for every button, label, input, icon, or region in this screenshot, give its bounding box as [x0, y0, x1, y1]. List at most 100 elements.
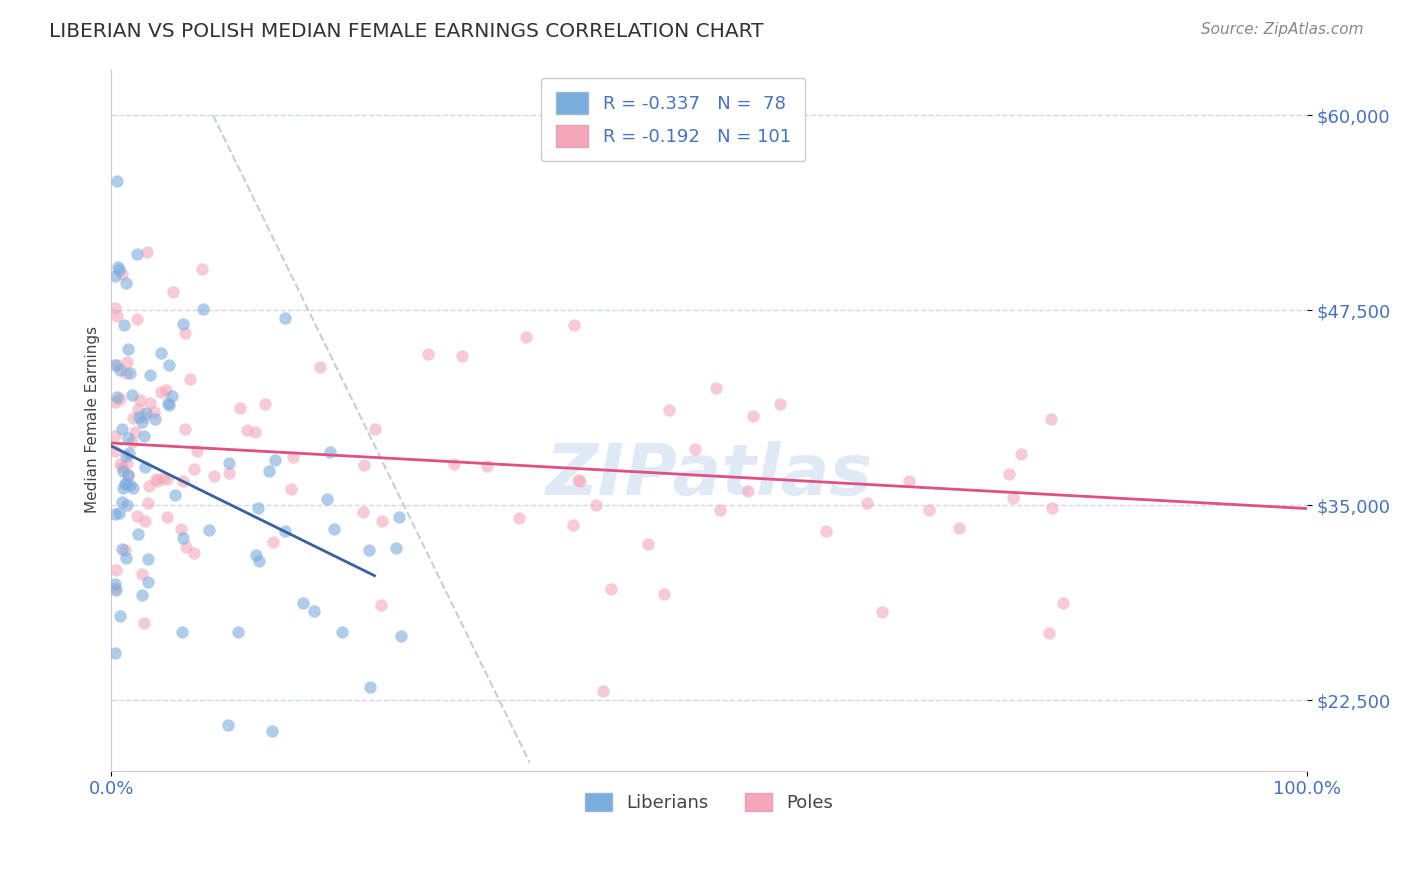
- Point: [108, 363, 131, 377]
- Point: [150, 385, 173, 400]
- Point: [475, 458, 498, 473]
- Point: [146, 474, 169, 488]
- Point: [274, 524, 297, 539]
- Text: ZIPatlas: ZIPatlas: [546, 442, 873, 510]
- Point: [108, 263, 131, 277]
- Point: [117, 342, 139, 356]
- Point: [172, 317, 194, 331]
- Point: [121, 388, 143, 402]
- Point: [585, 498, 607, 512]
- Point: [997, 467, 1019, 481]
- Point: [186, 443, 208, 458]
- Point: [114, 550, 136, 565]
- Point: [218, 467, 240, 481]
- Point: [253, 397, 276, 411]
- Point: [127, 402, 149, 417]
- Point: [364, 422, 387, 436]
- Point: [108, 457, 131, 471]
- Point: [111, 464, 134, 478]
- Point: [134, 460, 156, 475]
- Point: [127, 509, 149, 524]
- Point: [118, 445, 141, 459]
- Point: [162, 285, 184, 300]
- Point: [156, 509, 179, 524]
- Point: [654, 587, 676, 601]
- Point: [236, 423, 259, 437]
- Point: [814, 524, 837, 539]
- Point: [183, 546, 205, 560]
- Point: [138, 479, 160, 493]
- Point: [105, 358, 128, 372]
- Point: [124, 425, 146, 439]
- Point: [245, 548, 267, 562]
- Point: [332, 624, 354, 639]
- Point: [283, 450, 305, 464]
- Point: [316, 491, 339, 506]
- Point: [737, 483, 759, 498]
- Point: [308, 360, 330, 375]
- Point: [191, 262, 214, 277]
- Point: [274, 310, 297, 325]
- Point: [709, 502, 731, 516]
- Point: [226, 624, 249, 639]
- Point: [179, 372, 201, 386]
- Point: [122, 481, 145, 495]
- Point: [117, 354, 139, 368]
- Point: [257, 464, 280, 478]
- Point: [359, 681, 381, 695]
- Point: [592, 683, 614, 698]
- Point: [1040, 500, 1063, 515]
- Point: [110, 459, 132, 474]
- Point: [117, 468, 139, 483]
- Point: [156, 472, 179, 486]
- Point: [131, 415, 153, 429]
- Point: [292, 596, 315, 610]
- Point: [111, 542, 134, 557]
- Point: [135, 244, 157, 259]
- Point: [139, 396, 162, 410]
- Point: [105, 174, 128, 188]
- Point: [1002, 491, 1025, 506]
- Point: [127, 527, 149, 541]
- Point: [191, 302, 214, 317]
- Point: [229, 401, 252, 416]
- Point: [245, 425, 267, 439]
- Point: [948, 521, 970, 535]
- Point: [114, 543, 136, 558]
- Point: [121, 435, 143, 450]
- Point: [118, 477, 141, 491]
- Point: [262, 534, 284, 549]
- Point: [249, 554, 271, 568]
- Point: [105, 310, 128, 324]
- Point: [155, 383, 177, 397]
- Point: [122, 411, 145, 425]
- Point: [132, 429, 155, 443]
- Point: [567, 474, 589, 488]
- Y-axis label: Median Female Earnings: Median Female Earnings: [86, 326, 100, 513]
- Point: [1038, 626, 1060, 640]
- Point: [218, 718, 240, 732]
- Point: [872, 605, 894, 619]
- Point: [132, 410, 155, 425]
- Point: [117, 467, 139, 482]
- Point: [302, 604, 325, 618]
- Point: [1010, 447, 1032, 461]
- Point: [388, 510, 411, 524]
- Point: [371, 514, 394, 528]
- Point: [114, 366, 136, 380]
- Point: [115, 456, 138, 470]
- Point: [104, 577, 127, 591]
- Point: [443, 458, 465, 472]
- Point: [104, 359, 127, 373]
- Point: [389, 629, 412, 643]
- Point: [104, 507, 127, 521]
- Point: [280, 482, 302, 496]
- Point: [104, 563, 127, 577]
- Point: [104, 269, 127, 284]
- Point: [104, 301, 127, 316]
- Point: [418, 346, 440, 360]
- Point: [111, 422, 134, 436]
- Point: [110, 609, 132, 624]
- Point: [568, 474, 591, 488]
- Point: [741, 409, 763, 423]
